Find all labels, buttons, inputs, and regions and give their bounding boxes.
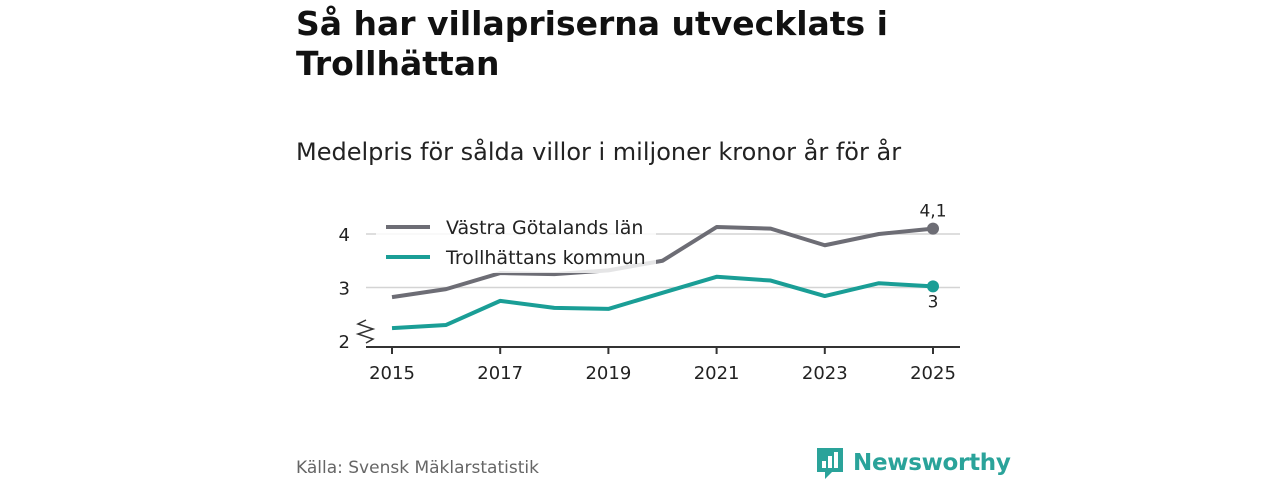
- axis-break-icon: [355, 319, 376, 344]
- series-line-trollhattan: [391, 274, 934, 331]
- x-tick-label-2021: 2021: [694, 363, 740, 384]
- series-line-vastra-gotaland: [391, 225, 934, 300]
- line-chart: 2 3 4 2015 2017 2019 2021 2023 2025 Västra Götala…: [339, 202, 960, 384]
- x-tick-label-2017: 2017: [477, 363, 523, 384]
- end-point-vastra-gotaland: [927, 222, 939, 235]
- x-tick-label-2015: 2015: [369, 363, 415, 384]
- bar-chart-speech-bubble-icon: [817, 448, 843, 479]
- brand-logo: Newsworthy: [815, 446, 1011, 480]
- end-point-trollhattan: [927, 280, 939, 293]
- chart-subtitle: Medelpris för sålda villor i miljoner kr…: [296, 138, 902, 166]
- y-tick-label-2: 2: [339, 332, 350, 353]
- x-tick-label-2019: 2019: [585, 363, 631, 384]
- source-note: Källa: Svensk Mäklarstatistik: [296, 458, 539, 478]
- y-tick-label-3: 3: [339, 279, 350, 300]
- end-label-vastra-gotaland: 4,1: [919, 202, 946, 222]
- x-tick-label-2025: 2025: [910, 363, 956, 384]
- y-tick-label-4: 4: [339, 225, 350, 246]
- brand-name: Newsworthy: [853, 450, 1011, 476]
- legend-label-trollhattan: Trollhättans kommun: [445, 247, 646, 269]
- legend-label-vastra-gotaland: Västra Götalands län: [446, 217, 643, 239]
- legend-background: [376, 209, 656, 273]
- chart-title: Så har villapriserna utvecklats i Trollh…: [296, 4, 888, 83]
- x-tick-label-2023: 2023: [802, 363, 848, 384]
- end-label-trollhattan: 3: [928, 292, 939, 312]
